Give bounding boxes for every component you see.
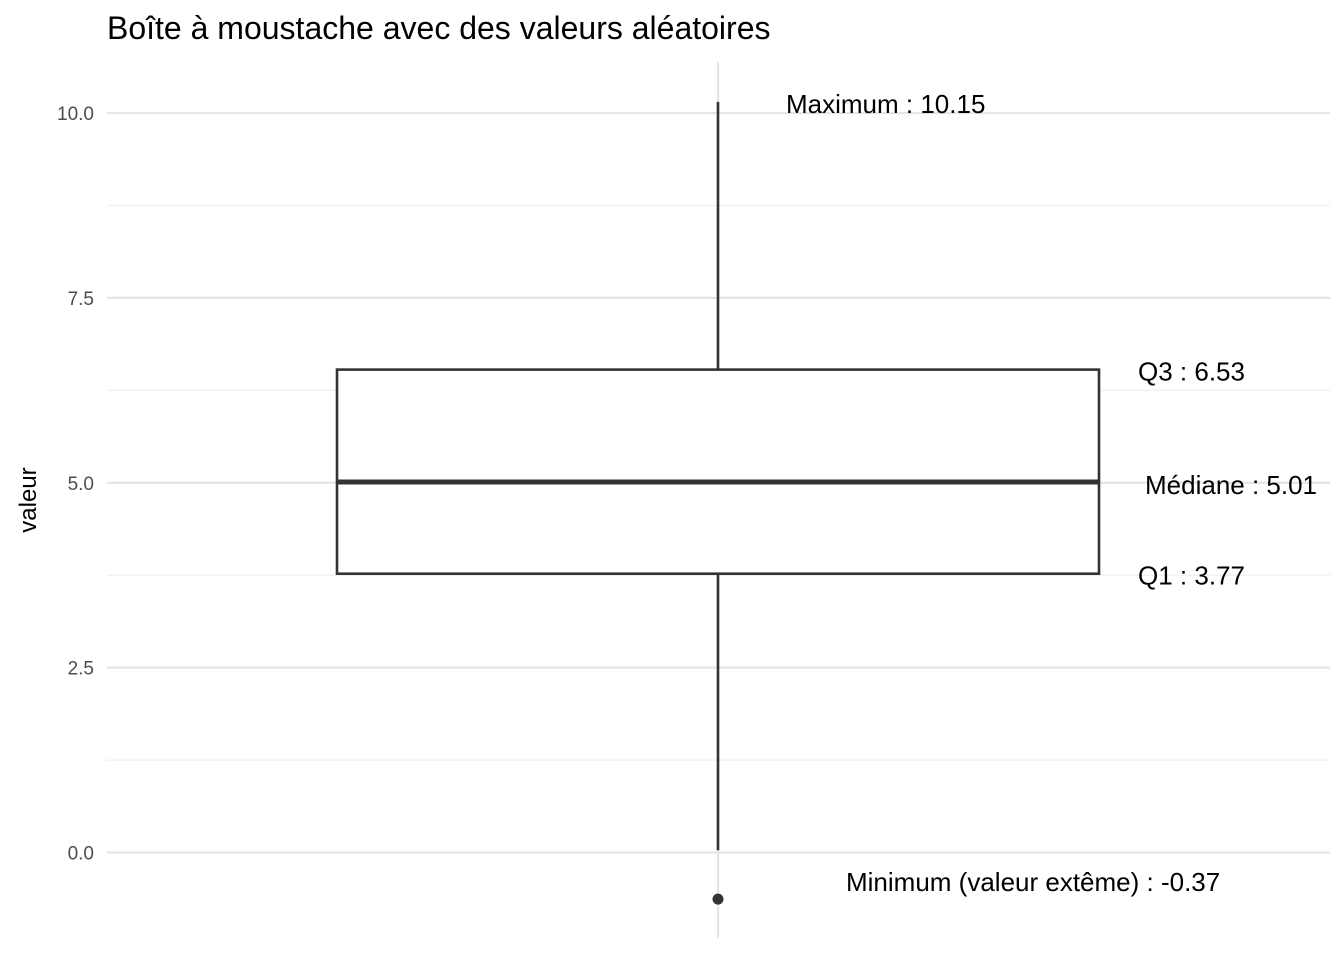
annotation-minimum: Minimum (valeur extême) : -0.37 xyxy=(846,867,1220,897)
y-tick-label: 2.5 xyxy=(68,659,94,680)
y-tick-label: 10.0 xyxy=(57,104,94,125)
y-axis-label: valeur xyxy=(15,467,42,532)
y-tick-label: 5.0 xyxy=(68,474,94,495)
annotation-median: Médiane : 5.01 xyxy=(1145,470,1317,500)
y-tick-label: 7.5 xyxy=(68,289,94,310)
outlier-point xyxy=(712,893,724,905)
annotation-layer: Maximum : 10.15 Q3 : 6.53 Médiane : 5.01 Q1… xyxy=(786,89,1317,897)
iqr-box xyxy=(335,368,1101,576)
annotation-q3: Q3 : 6.53 xyxy=(1138,357,1245,387)
y-tick-label: 0.0 xyxy=(68,844,94,865)
chart-title: Boîte à moustache avec des valeurs aléat… xyxy=(107,10,770,46)
boxplot-layer xyxy=(335,101,1101,905)
annotation-q1: Q1 : 3.77 xyxy=(1138,561,1245,591)
annotation-maximum: Maximum : 10.15 xyxy=(786,89,985,119)
